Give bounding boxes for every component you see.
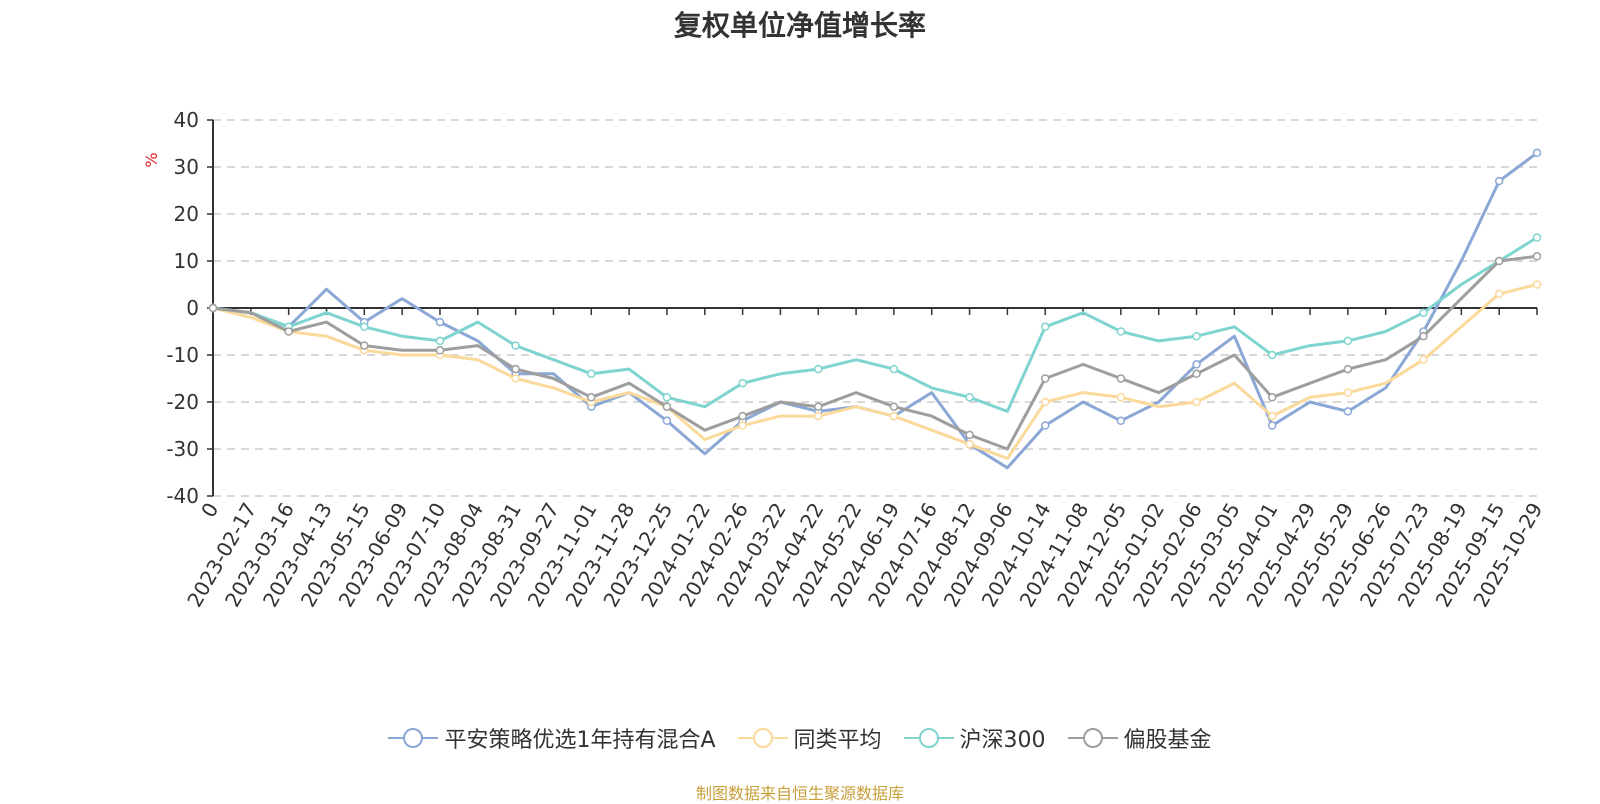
data-point bbox=[1343, 388, 1353, 397]
series-line-2 bbox=[212, 236, 1538, 413]
data-point bbox=[814, 364, 823, 374]
data-point bbox=[360, 322, 369, 332]
legend-item-1[interactable]: 同类平均 bbox=[737, 722, 882, 754]
data-point bbox=[965, 440, 974, 449]
data-point bbox=[1419, 355, 1428, 364]
data-point bbox=[1040, 322, 1050, 332]
data-point bbox=[435, 317, 445, 327]
legend-swatch-icon bbox=[1067, 728, 1118, 748]
data-point bbox=[1192, 369, 1201, 379]
legend-item-3[interactable]: 偏股基金 bbox=[1067, 722, 1212, 754]
data-point bbox=[1116, 416, 1126, 426]
legend-item-0[interactable]: 平安策略优选1年持有混合A bbox=[388, 722, 716, 754]
y-tick-label: -30 bbox=[166, 437, 199, 461]
data-point bbox=[587, 393, 596, 402]
data-point bbox=[1419, 331, 1428, 341]
data-point bbox=[284, 327, 293, 336]
axes bbox=[207, 119, 1538, 497]
data-point bbox=[1267, 421, 1277, 430]
data-point bbox=[965, 393, 974, 402]
series-line-3 bbox=[212, 254, 1538, 451]
data-point bbox=[889, 402, 899, 411]
legend-label: 沪深300 bbox=[959, 728, 1046, 753]
data-point bbox=[1192, 331, 1201, 341]
y-tick-label: 40 bbox=[174, 108, 199, 132]
data-point bbox=[511, 364, 520, 374]
data-point bbox=[1192, 360, 1201, 369]
data-point bbox=[1267, 393, 1277, 402]
legend: 平安策略优选1年持有混合A 同类平均 沪深300 偏股基金 bbox=[0, 722, 1600, 754]
data-point bbox=[738, 421, 747, 430]
data-point bbox=[889, 411, 899, 421]
data-point bbox=[814, 411, 823, 421]
data-point bbox=[1419, 308, 1428, 317]
legend-swatch-icon bbox=[737, 728, 788, 748]
data-point bbox=[889, 364, 899, 374]
data-point bbox=[1116, 393, 1126, 402]
data-point bbox=[662, 402, 672, 411]
data-point bbox=[511, 374, 520, 383]
y-tick-label: 0 bbox=[186, 296, 199, 320]
legend-swatch-icon bbox=[903, 728, 954, 748]
data-point bbox=[1116, 327, 1126, 336]
data-point bbox=[1267, 411, 1277, 421]
data-point bbox=[1532, 252, 1542, 261]
legend-label: 同类平均 bbox=[793, 728, 882, 753]
data-point bbox=[435, 346, 445, 355]
data-point bbox=[1040, 374, 1050, 383]
y-tick-label: -40 bbox=[166, 484, 199, 508]
data-point bbox=[965, 430, 974, 440]
series-line-1 bbox=[212, 283, 1538, 460]
data-point bbox=[511, 341, 520, 350]
data-point bbox=[1343, 407, 1353, 416]
legend-label: 偏股基金 bbox=[1123, 728, 1212, 753]
data-point bbox=[1532, 280, 1542, 289]
data-point bbox=[1494, 256, 1504, 266]
data-source-footer: 制图数据来自恒生聚源数据库 bbox=[695, 784, 904, 803]
chart-title: 复权单位净值增长率 bbox=[673, 9, 926, 42]
data-point bbox=[1532, 148, 1542, 158]
data-point bbox=[1192, 397, 1201, 407]
data-point bbox=[1267, 350, 1277, 360]
data-point bbox=[1532, 233, 1542, 242]
data-point bbox=[1040, 397, 1050, 407]
data-point bbox=[1040, 421, 1050, 430]
data-point bbox=[738, 411, 747, 421]
data-point bbox=[1116, 374, 1126, 383]
data-point bbox=[1494, 289, 1504, 299]
series-lines bbox=[208, 148, 1542, 470]
data-point bbox=[208, 303, 218, 313]
y-tick-label: 30 bbox=[174, 155, 199, 179]
data-point bbox=[738, 378, 747, 388]
y-tick-label: 20 bbox=[174, 202, 199, 226]
data-point bbox=[1343, 336, 1353, 346]
legend-label: 平安策略优选1年持有混合A bbox=[444, 728, 716, 753]
x-tick-label: 0 bbox=[196, 499, 223, 522]
data-point bbox=[662, 416, 672, 426]
data-point bbox=[587, 369, 596, 379]
data-point bbox=[435, 336, 445, 346]
data-point bbox=[814, 402, 823, 411]
data-point bbox=[1494, 176, 1504, 186]
grid-lines bbox=[213, 119, 1537, 497]
y-tick-label: -10 bbox=[166, 343, 199, 367]
y-tick-label: 10 bbox=[174, 249, 199, 273]
legend-item-2[interactable]: 沪深300 bbox=[903, 722, 1046, 754]
data-point bbox=[360, 341, 369, 350]
y-axis-unit-label: % bbox=[142, 152, 161, 167]
data-point bbox=[662, 393, 672, 402]
series-line-0 bbox=[212, 151, 1538, 470]
y-tick-label: -20 bbox=[166, 390, 199, 414]
data-point bbox=[1343, 364, 1353, 374]
legend-swatch-icon bbox=[388, 728, 439, 748]
